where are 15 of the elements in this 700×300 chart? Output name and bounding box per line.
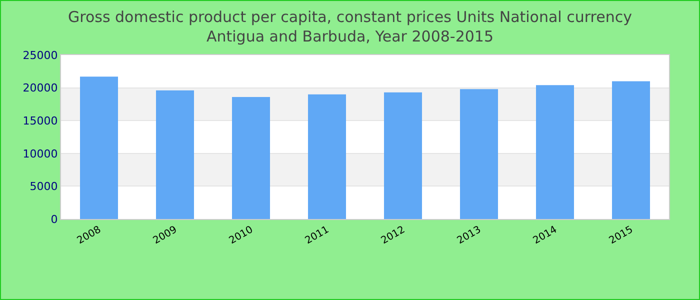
bar: [308, 94, 346, 219]
bar: [460, 89, 498, 219]
y-tick-label: 0: [50, 212, 58, 226]
bar: [612, 81, 650, 219]
bar: [232, 96, 270, 219]
y-tick-label: 25000: [22, 48, 58, 62]
y-tick-label: 20000: [22, 82, 58, 95]
y-tick-label: 5000: [30, 180, 58, 194]
y-tick-label: 15000: [22, 114, 58, 128]
chart-title: Gross domestic product per capita, constant prices Units National currency Antigua and Barbuda, Year 2008-2015: [68, 8, 632, 46]
bar: [80, 76, 118, 219]
bar: [156, 90, 194, 219]
bar: [536, 85, 574, 219]
y-tick-label: 10000: [22, 147, 58, 160]
bar: [384, 92, 422, 219]
